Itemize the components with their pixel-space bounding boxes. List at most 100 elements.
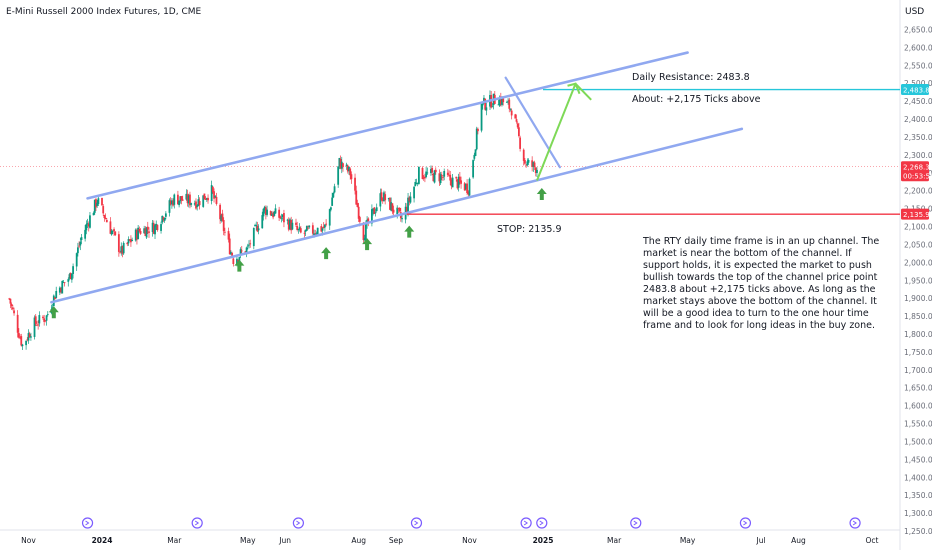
candle-body [527, 159, 530, 163]
candle-body [189, 194, 191, 206]
candle-body [221, 213, 224, 221]
candle-body [113, 229, 115, 232]
up-arrow-icon [404, 225, 415, 238]
candle-body [20, 336, 23, 346]
candle-body [128, 239, 131, 241]
candle-body [389, 197, 391, 210]
y-tick-label: 1,800.0 [904, 330, 932, 339]
candle-body [510, 110, 513, 116]
candle-body [110, 230, 113, 235]
event-marker-chevron [852, 520, 857, 526]
y-tick-label: 1,350.0 [904, 491, 932, 500]
candle-body [484, 98, 487, 110]
candle-body [177, 194, 179, 205]
candle-body [27, 333, 30, 341]
candle-body [89, 215, 91, 228]
candle-body [516, 123, 519, 128]
candle-body [463, 183, 466, 191]
candle-body [97, 198, 100, 204]
downtrend-line[interactable] [504, 76, 561, 169]
candle-body [214, 196, 217, 198]
candle-body [154, 225, 156, 235]
candle-body [120, 246, 123, 253]
channel-lower-line[interactable] [50, 127, 744, 304]
candle-body [75, 253, 78, 267]
candle-body [373, 207, 376, 214]
candle-body [249, 243, 252, 245]
event-marker-icon[interactable] [520, 517, 532, 529]
candle-body [270, 214, 273, 216]
projection-arrow[interactable] [536, 82, 592, 181]
candle-body [164, 213, 167, 217]
event-marker-icon[interactable] [739, 517, 752, 529]
event-marker-icon[interactable] [292, 517, 305, 529]
event-marker-icon[interactable] [191, 517, 203, 529]
candle-body [307, 227, 309, 229]
candle-body [69, 272, 72, 279]
candle-body [299, 228, 302, 233]
candle-body [439, 174, 442, 184]
candle-body [432, 173, 435, 182]
y-tick-label: 1,850.0 [904, 312, 932, 321]
candle-body [449, 174, 452, 181]
candle-body [430, 168, 432, 174]
candle-body [42, 316, 44, 318]
event-marker-icon[interactable] [81, 517, 94, 529]
candle-body [337, 166, 340, 185]
candle-body [179, 196, 182, 202]
candle-body [222, 220, 225, 232]
y-tick-label: 1,650.0 [904, 384, 932, 393]
candle-body [156, 224, 159, 231]
x-tick-label: Mar [167, 536, 182, 545]
channel-upper-line[interactable] [86, 51, 689, 200]
event-marker-icon[interactable] [410, 517, 423, 529]
candle-body [227, 231, 230, 240]
event-marker-icon[interactable] [630, 517, 642, 529]
candle-body [17, 332, 20, 338]
event-marker-icon[interactable] [536, 517, 548, 529]
candle-body [252, 227, 255, 247]
candle-body [467, 191, 470, 195]
candle-body [238, 257, 241, 262]
event-marker-chevron [743, 520, 748, 526]
event-marker-chevron [539, 520, 544, 526]
candle-body [534, 167, 537, 174]
projection-arrow-head [567, 82, 581, 95]
candle-body [114, 231, 117, 235]
x-tick-label: May [680, 536, 696, 545]
analysis-paragraph: The RTY daily time frame is in an up cha… [643, 236, 880, 331]
candle-body [308, 225, 311, 228]
candle-body [287, 220, 290, 230]
candle-body [502, 98, 505, 103]
candle-body [426, 172, 429, 174]
x-tick-label: Nov [462, 536, 477, 545]
candle-body [450, 179, 453, 187]
y-tick-label: 1,550.0 [904, 420, 932, 429]
stop-price-badge-text: 2,135.9 [903, 211, 930, 219]
candle-body [256, 225, 259, 232]
candle-body [202, 195, 205, 207]
candle-body [264, 207, 267, 215]
event-marker-icon[interactable] [849, 517, 861, 529]
candle-body [79, 241, 82, 246]
candle-body [348, 166, 350, 172]
candle-body [169, 201, 172, 205]
candle-body [320, 226, 323, 232]
candle-body [220, 215, 223, 221]
x-tick-label: Nov [21, 536, 36, 545]
candle-body [498, 97, 501, 106]
candle-body [333, 186, 336, 193]
y-tick-label: 1,900.0 [904, 294, 932, 303]
y-tick-label: 2,650.0 [904, 26, 932, 35]
candle-body [144, 228, 147, 237]
candle-body [401, 218, 403, 220]
currency-label[interactable]: USD [905, 7, 925, 17]
x-tick-label: Oct [865, 536, 878, 545]
candle-body [524, 160, 526, 164]
symbol-title: E-Mini Russell 2000 Index Futures, 1D, C… [6, 7, 202, 17]
candle-body [349, 168, 352, 176]
candle-body [255, 224, 258, 226]
candle-body [43, 318, 46, 322]
